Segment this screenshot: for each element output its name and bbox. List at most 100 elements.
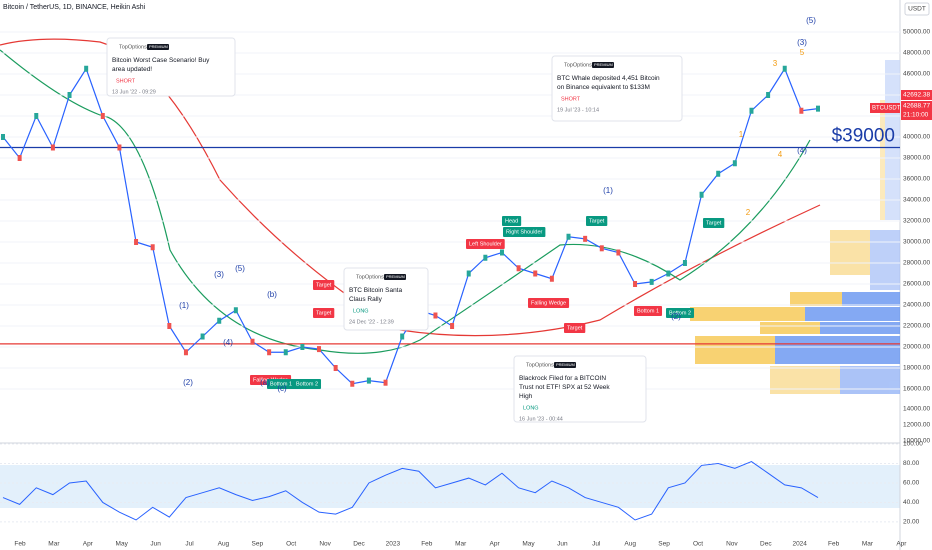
time-label: 2023 [386, 541, 401, 548]
pattern-label: Target [589, 218, 605, 224]
pattern-label: Bottom 1 [270, 381, 292, 387]
candle [350, 380, 355, 387]
time-label: Apr [83, 541, 94, 548]
candle [283, 349, 288, 356]
price-tick-label: 28000.00 [903, 260, 930, 267]
rsi-tick-label: 60.00 [903, 480, 920, 487]
candle [1, 134, 5, 140]
symbol-title: Bitcoin / TetherUS, 1D, BINANCE, Heikin … [3, 4, 146, 11]
candle [366, 377, 371, 384]
time-label: Nov [726, 541, 738, 548]
pattern-bg [293, 379, 322, 389]
time-label: Jul [185, 541, 194, 548]
candle [183, 349, 188, 356]
time-label: 2024 [792, 541, 807, 548]
pattern-bg [564, 323, 586, 333]
time-label: Feb [828, 541, 840, 548]
time-label: May [522, 541, 535, 548]
wave-label: 5 [800, 48, 805, 57]
time-label: Oct [693, 541, 703, 548]
idea-date: 24 Dec '22 - 12:39 [349, 319, 394, 325]
idea-badge: PREMIUM [556, 362, 575, 367]
wave-label: (a) [260, 378, 270, 387]
pattern-bg [466, 239, 505, 249]
wave-label: (c) [277, 384, 287, 393]
time-label: Apr [896, 541, 907, 548]
time-label: Dec [760, 541, 772, 548]
idea-author: TopOptions [119, 44, 147, 50]
idea-date: 16 Jun '23 - 00:44 [519, 416, 563, 422]
pattern-label: Left Shoulder [469, 241, 502, 247]
price-tick-label: 40000.00 [903, 134, 930, 141]
pattern-label: Target [316, 282, 332, 288]
time-label: Oct [286, 541, 296, 548]
tag-last: 42692.38 [903, 92, 930, 99]
tag-countdown-bg [901, 110, 932, 120]
wave-label: (5) [806, 16, 816, 25]
candle [583, 235, 588, 242]
pattern-label: Right Shoulder [506, 229, 543, 235]
pattern-label: Head [505, 218, 518, 224]
candle [300, 344, 305, 350]
candle [666, 270, 671, 277]
candle [400, 333, 405, 340]
pattern-bg [634, 306, 663, 316]
candle [50, 144, 55, 151]
wave-label: (4) [223, 338, 233, 347]
candle [649, 278, 654, 285]
price-tick-label: 36000.00 [903, 176, 930, 183]
idea-date: 13 Jun '22 - 09:29 [112, 89, 156, 95]
candle [749, 107, 754, 114]
candle [483, 254, 488, 261]
rsi-tick-label: 80.00 [903, 460, 920, 467]
candle [599, 245, 604, 252]
candle [616, 249, 621, 256]
idea-badge: PREMIUM [386, 274, 405, 279]
candle [466, 270, 471, 277]
tag-close-bg [901, 101, 932, 111]
ticker-bg [870, 103, 900, 113]
currency-box [904, 2, 930, 16]
wave-label: 3 [773, 59, 778, 68]
idea-badge: PREMIUM [149, 44, 168, 49]
ma-200 [0, 38, 821, 337]
rsi-tick-label: 100.00 [903, 441, 923, 448]
candle [100, 113, 105, 119]
candle [682, 260, 687, 266]
rsi-tick-label: 20.00 [903, 519, 920, 526]
time-label: Aug [218, 541, 230, 548]
price-tick-label: 22000.00 [903, 323, 930, 330]
candle [150, 244, 155, 251]
candle [816, 105, 820, 112]
idea-side: SHORT [116, 78, 136, 84]
candle [782, 65, 787, 72]
idea-side: SHORT [561, 96, 581, 102]
pattern-label: Target [706, 220, 722, 226]
price-tick-label: 46000.00 [903, 71, 930, 78]
wave-label: (5) [235, 264, 245, 273]
candle [383, 379, 388, 386]
pattern-bg [502, 216, 522, 226]
idea-author: TopOptions [526, 362, 554, 368]
ma-100 [0, 49, 811, 354]
idea-title: Bitcoin Worst Case Scenario! Buy area upd… [112, 57, 210, 73]
rsi-line [2, 460, 819, 521]
volume-tick-label: 14000.00 [903, 406, 930, 413]
time-label: Jul [592, 541, 601, 548]
pattern-label: Target [567, 325, 583, 331]
idea-author: TopOptions [564, 62, 592, 68]
wave-label: 4 [778, 150, 783, 159]
time-label: Sep [252, 541, 264, 548]
candle [233, 307, 238, 314]
candle [633, 281, 638, 287]
wave-label: (2) [183, 378, 193, 387]
price-tick-label: 34000.00 [903, 197, 930, 204]
pattern-label: Bottom 2 [669, 310, 691, 316]
time-label: Mar [48, 541, 60, 548]
candle [549, 275, 554, 282]
time-label: Feb [14, 541, 26, 548]
pattern-bg [313, 280, 335, 290]
idea-author: TopOptions [356, 274, 384, 280]
tag-countdown: 21:10:00 [903, 112, 929, 119]
wave-label: (1) [603, 186, 613, 195]
